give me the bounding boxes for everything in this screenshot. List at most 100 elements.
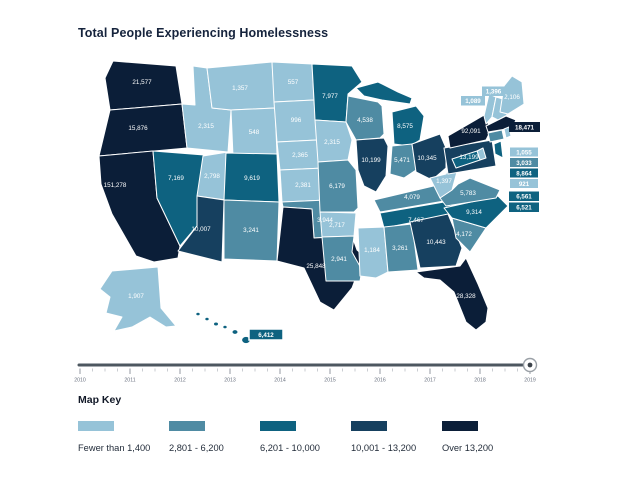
svg-text:548: 548 [249,129,260,136]
chip-CT[interactable] [510,158,538,167]
state-HI[interactable] [195,311,251,345]
slider-year-label: 2013 [224,378,236,384]
map-key-label-0: Fewer than 1,400 [78,443,151,453]
svg-text:6,561: 6,561 [516,194,532,201]
state-VA[interactable] [439,177,501,207]
svg-text:557: 557 [288,79,299,86]
state-IN[interactable] [389,143,417,179]
state-MS[interactable] [357,226,389,279]
page-title: Total People Experiencing Homelessness [78,26,329,40]
map-key-item-2: 6,201 - 10,000 [260,421,351,453]
state-AK[interactable] [99,266,177,332]
map-key-label-1: 2,801 - 6,200 [169,443,224,453]
svg-text:7,169: 7,169 [168,175,184,182]
state-WA[interactable] [104,60,183,111]
svg-text:9,619: 9,619 [244,175,260,182]
svg-text:1,396: 1,396 [486,89,502,96]
svg-text:3,033: 3,033 [516,160,532,167]
slider-year-label: 2011 [124,378,135,384]
slider-year-label: 2019 [524,378,536,384]
svg-text:5,471: 5,471 [394,157,410,164]
map-key-label-4: Over 13,200 [442,443,494,453]
small-state-chips: 1,089 1,396 18,471 1,055 3,033 8,864 921… [248,86,540,341]
map-key-swatch-3 [351,421,387,431]
state-NV[interactable] [152,150,205,247]
svg-text:13,199: 13,199 [459,154,479,161]
map-key-swatch-2 [260,421,296,431]
svg-text:1,184: 1,184 [364,247,380,254]
svg-text:15,876: 15,876 [128,125,148,132]
svg-text:4,079: 4,079 [404,194,420,201]
slider-year-label: 2015 [324,378,336,384]
svg-text:151,278: 151,278 [104,182,127,189]
svg-text:7,467: 7,467 [408,217,424,224]
state-ME[interactable] [499,75,525,115]
map-key-item-1: 2,801 - 6,200 [169,421,260,453]
svg-text:2,106: 2,106 [504,94,520,101]
chip-NJ[interactable] [510,168,538,178]
map-key-title: Map Key [78,394,122,406]
state-WI[interactable] [345,95,385,141]
svg-text:28,328: 28,328 [456,293,476,300]
slider-handle[interactable] [522,357,538,373]
slider-year-label: 2014 [274,378,286,384]
state-IL[interactable] [355,137,389,193]
chip-MA[interactable] [509,122,540,132]
svg-text:2,315: 2,315 [324,139,340,146]
slider-year-label: 2017 [424,378,436,384]
chip-DE[interactable] [510,179,538,188]
states-layer [98,60,525,345]
slider-ticks: 2010 2011 2012 2013 2014 2015 2016 2017 2018 2019 [74,368,536,384]
map-key: Map Key Fewer than 1,400 2,801 - 6,200 6,2… [78,394,548,453]
slider-year-label: 2018 [474,378,486,384]
state-GA[interactable] [409,213,463,269]
state-MI-upper[interactable] [355,81,413,105]
svg-text:2,365: 2,365 [292,152,308,159]
us-choropleth-map: 21,577 15,876 151,278 7,169 2,315 1,357 … [74,60,540,384]
state-NY[interactable] [447,113,491,149]
svg-text:2,315: 2,315 [198,123,214,130]
svg-text:1,907: 1,907 [128,293,144,300]
chip-HI[interactable] [248,328,284,341]
svg-text:2,381: 2,381 [295,182,311,189]
chip-DC[interactable] [509,202,539,213]
svg-text:5,783: 5,783 [460,190,476,197]
map-key-swatch-4 [442,421,478,431]
svg-text:2,798: 2,798 [204,173,220,180]
svg-text:2,717: 2,717 [329,222,345,229]
map-key-swatch-0 [78,421,114,431]
slider-year-label: 2012 [174,378,186,384]
state-CT[interactable] [487,129,505,143]
state-FL[interactable] [415,257,489,331]
svg-text:10,443: 10,443 [426,239,446,246]
svg-text:2,941: 2,941 [331,256,347,263]
map-key-item-0: Fewer than 1,400 [78,421,169,453]
svg-text:921: 921 [519,181,530,188]
slider-year-label: 2016 [374,378,386,384]
svg-text:21,577: 21,577 [132,79,152,86]
state-AL[interactable] [383,223,419,273]
state-OH[interactable] [411,133,447,181]
state-AZ[interactable] [177,195,225,263]
svg-text:996: 996 [291,117,302,124]
svg-text:1,089: 1,089 [465,98,481,105]
state-IA[interactable] [314,119,353,163]
svg-text:4,538: 4,538 [357,117,373,124]
map-key-item-4: Over 13,200 [442,421,533,453]
chip-MD[interactable] [509,191,539,202]
state-MI[interactable] [391,105,425,147]
state-NJ[interactable] [493,140,504,159]
svg-text:3,944: 3,944 [317,217,333,224]
svg-text:25,848: 25,848 [306,263,326,270]
svg-text:8,864: 8,864 [516,171,532,178]
svg-text:1,357: 1,357 [232,85,248,92]
chip-VT[interactable] [461,96,485,106]
svg-text:4,172: 4,172 [456,231,472,238]
chip-RI[interactable] [510,147,538,157]
chip-NH[interactable] [482,86,505,97]
state-value-labels: 21,577 15,876 151,278 7,169 2,315 1,357 … [104,79,521,300]
state-MD[interactable] [451,150,481,169]
svg-text:1,055: 1,055 [516,150,532,157]
svg-text:9,314: 9,314 [466,209,482,216]
